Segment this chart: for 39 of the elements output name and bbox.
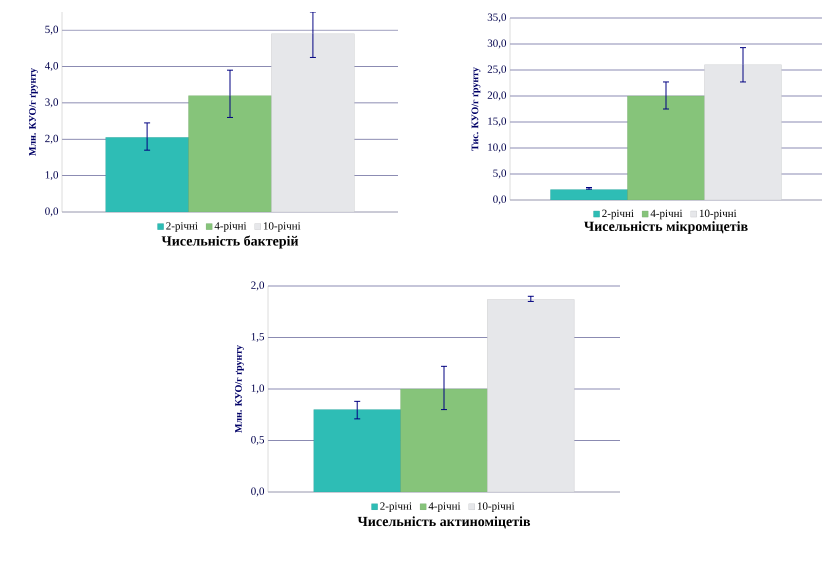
legend-label: 4-річні [428, 502, 460, 512]
legend-label: 2-річні [380, 502, 412, 512]
y-tick-label: 0,5 [251, 436, 264, 445]
y-tick-label: 0,0 [45, 207, 58, 216]
y-tick-label: 30,0 [488, 39, 506, 48]
legend-label: 2-річні [166, 222, 198, 232]
y-tick-label: 1,5 [252, 333, 264, 342]
legend-label: 4-річні [214, 222, 246, 232]
y-tick-label: 2,0 [251, 281, 264, 290]
y-axis-title: Млн. КУО/г ґрунту [235, 345, 244, 433]
legend-label: 10-річні [478, 502, 514, 512]
y-tick-label: 4,0 [44, 62, 58, 72]
bar [487, 299, 574, 492]
y-tick-label: 1,0 [46, 171, 58, 180]
y-tick-label: 35,0 [488, 13, 506, 22]
y-tick-label: 20,0 [488, 91, 506, 100]
bar [704, 64, 782, 200]
y-axis-title: Тис. КУО/г ґрунту [472, 67, 480, 151]
y-tick-label: 2,0 [45, 134, 58, 144]
legend-label: 4-річні [650, 210, 682, 220]
y-tick-label: 5,0 [493, 169, 506, 178]
y-tick-label: 15,0 [488, 117, 506, 126]
y-tick-label: 3,0 [45, 98, 58, 108]
y-tick-label: 5,0 [45, 26, 58, 35]
bar [271, 34, 355, 212]
text: Чисельність мікроміцетів [584, 221, 748, 234]
y-tick-label: 25,0 [488, 65, 506, 74]
text: Чисельність бактерій [162, 236, 298, 249]
legend-label: 2-річні [602, 210, 634, 220]
y-tick-label: 1,0 [252, 384, 264, 394]
legend-label: 10-річні [264, 222, 300, 232]
y-tick-label: 10,0 [488, 143, 506, 152]
bar [188, 95, 272, 212]
text: Чисельність актиноміцетів [358, 516, 530, 528]
bar [550, 189, 628, 200]
y-axis-title: Млн. КУО/г ґрунту [29, 68, 38, 156]
legend-label: 10-річні [700, 210, 736, 220]
y-tick-label: 0,0 [493, 195, 506, 204]
y-tick-label: 0,0 [251, 487, 264, 496]
